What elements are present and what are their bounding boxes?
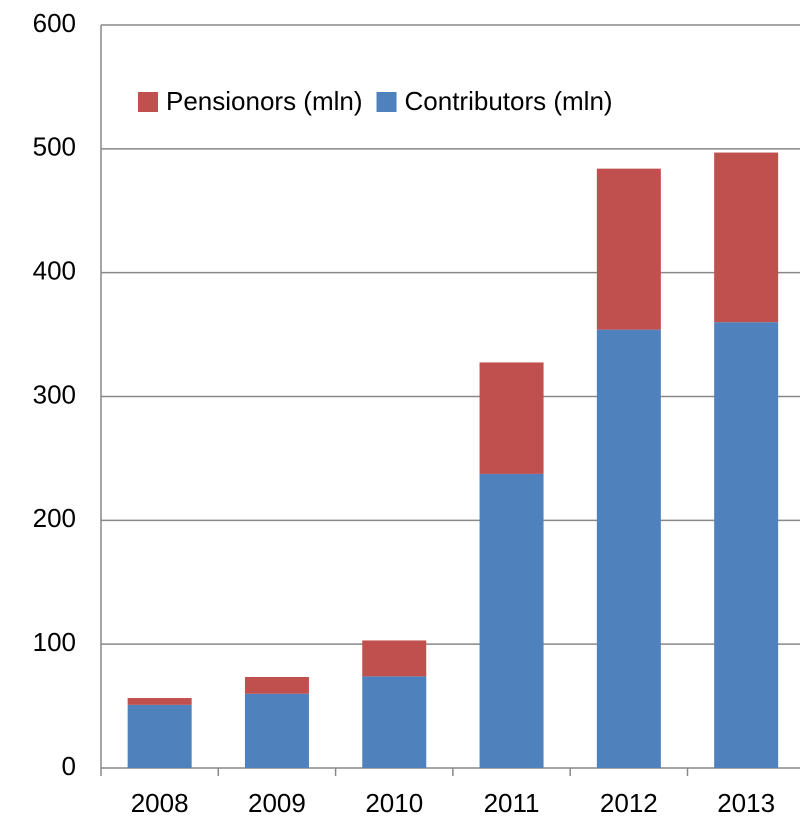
y-tick-label: 600 <box>33 8 76 38</box>
legend-label: Contributors (mln) <box>405 86 613 116</box>
x-tick-label: 2013 <box>717 788 775 818</box>
y-tick-label: 200 <box>33 503 76 533</box>
x-tick-label: 2011 <box>484 788 540 818</box>
y-tick-label: 300 <box>33 379 76 409</box>
legend-label: Pensionors (mln) <box>166 86 363 116</box>
bar-segment <box>127 704 192 768</box>
bar-segment <box>714 322 779 768</box>
y-tick-label: 100 <box>33 627 76 657</box>
bar-segment <box>362 676 427 768</box>
x-tick-label: 2008 <box>131 788 189 818</box>
bar-segment <box>714 152 779 323</box>
legend-swatch <box>138 92 158 112</box>
bar-segment <box>596 329 661 768</box>
x-tick-label: 2012 <box>600 788 658 818</box>
bar-segment <box>362 640 427 677</box>
legend-swatch <box>376 92 397 112</box>
y-tick-label: 400 <box>33 256 76 286</box>
bar-segment <box>596 168 661 330</box>
bar-segment <box>479 362 544 474</box>
y-tick-label: 500 <box>33 132 76 162</box>
bar-segment <box>244 676 309 694</box>
bar-segment <box>479 473 544 768</box>
bar-segment <box>244 693 309 768</box>
x-tick-label: 2010 <box>365 788 423 818</box>
x-tick-label: 2009 <box>248 788 306 818</box>
y-tick-label: 0 <box>62 751 76 781</box>
bar-segment <box>127 698 192 705</box>
